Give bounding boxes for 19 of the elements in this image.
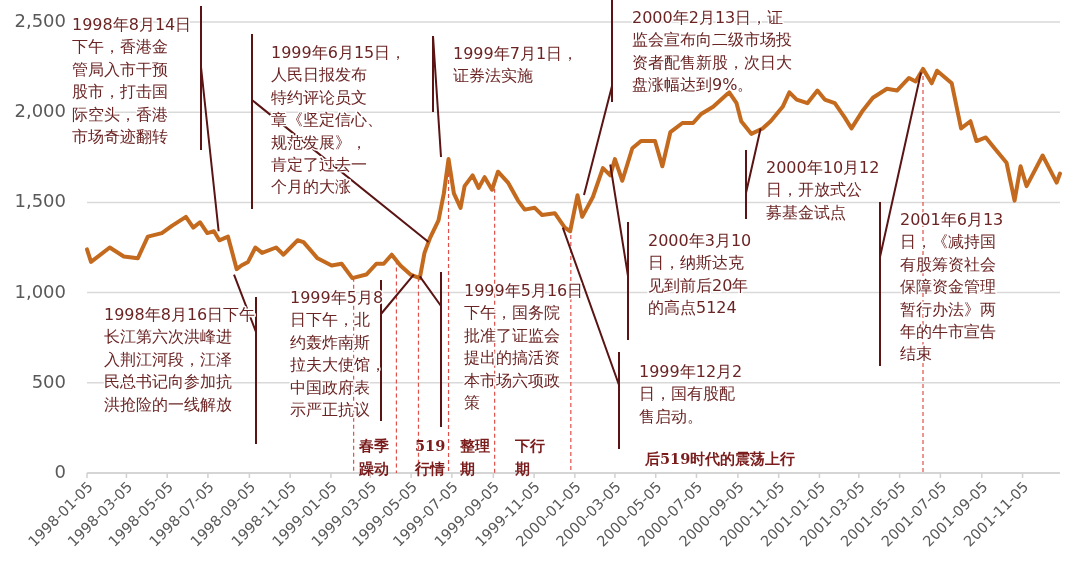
annotation: 整理期 bbox=[459, 437, 490, 477]
annotation: 2000年10月12日，开放式公募基金试点 bbox=[766, 158, 880, 222]
y-tick-label: 1,500 bbox=[14, 190, 66, 212]
annotation: 2001年6月13日，《减持国有股筹资社会保障资金管理暂行办法》两年的牛市宣告结束 bbox=[900, 210, 1004, 364]
annotation: 后519时代的震荡上行 bbox=[644, 450, 796, 467]
y-tick-label: 1,000 bbox=[14, 280, 66, 302]
y-tick-label: 500 bbox=[31, 370, 66, 392]
annotation: 1999年5月16日下午，国务院批准了证监会提出的搞活资本市场六项政策 bbox=[464, 281, 584, 412]
annotation: 2000年2月13日，证监会宣布向二级市场投资者配售新股，次日大盘涨幅达到9%。 bbox=[632, 8, 792, 95]
y-tick-label: 0 bbox=[54, 461, 66, 482]
annotation: 春季躁动 bbox=[358, 437, 389, 477]
y-tick-label: 2,000 bbox=[14, 100, 66, 122]
annotation: 1999年12月2日，国有股配售启动。 bbox=[639, 362, 743, 426]
annotation: 下行期 bbox=[514, 437, 545, 477]
annotation: 519行情 bbox=[414, 437, 446, 477]
annotation: 2000年3月10日，纳斯达克见到前后20年的高点5124 bbox=[648, 231, 752, 318]
annotation: 1998年8月14日下午，香港金管局入市干预股市，打击国际空头，香港市场奇迹翻转 bbox=[72, 15, 192, 146]
y-tick-label: 2,500 bbox=[14, 10, 66, 31]
annotation: 1999年7月1日，证券法实施 bbox=[453, 44, 579, 86]
